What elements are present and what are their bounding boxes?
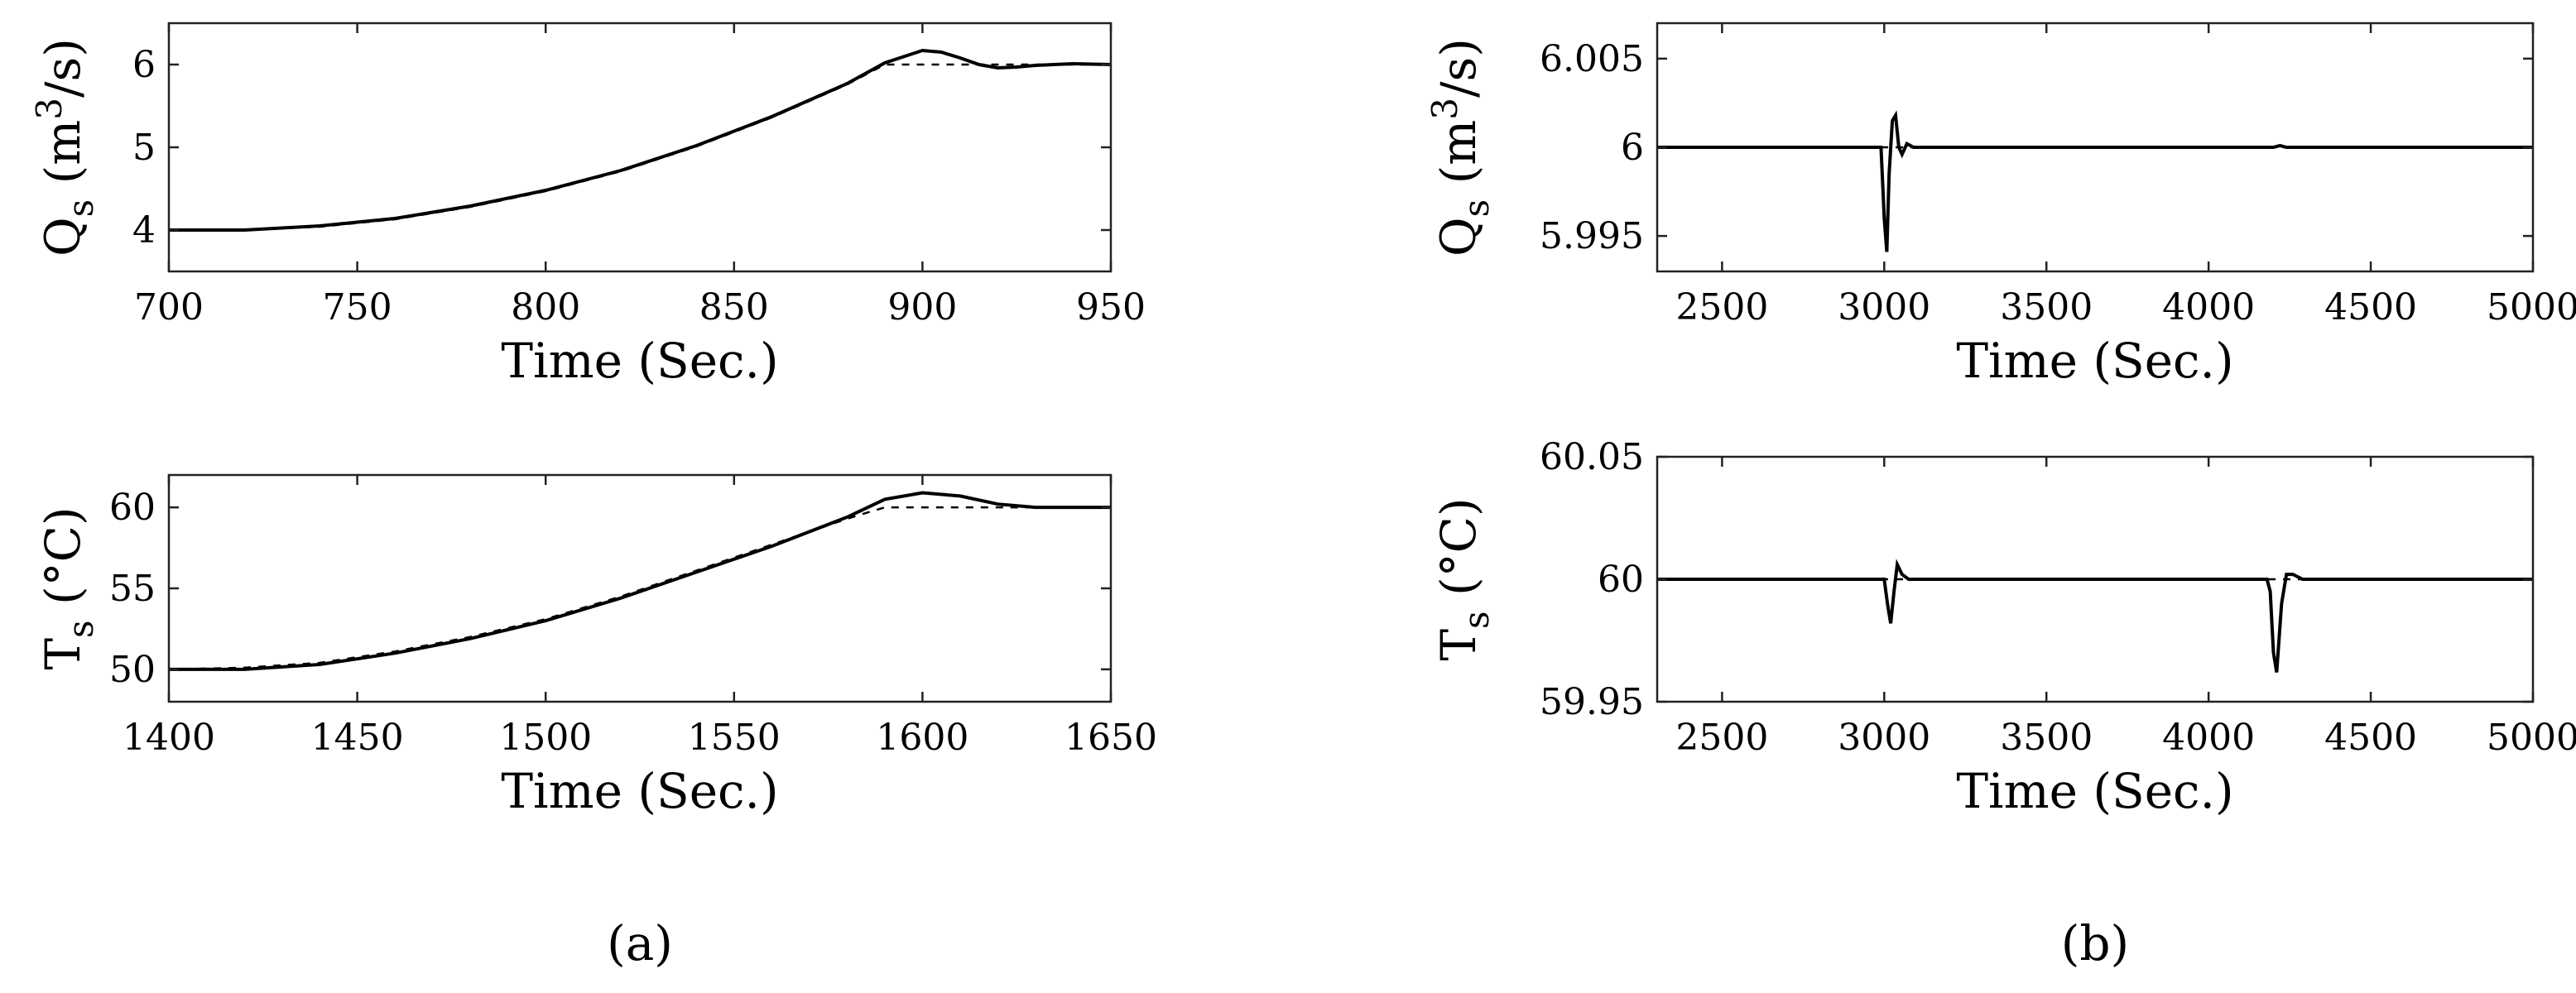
y-tick-label: 50: [109, 649, 156, 691]
reference-line-a1: [169, 63, 1111, 232]
x-tick-label: 4000: [2162, 286, 2255, 329]
x-tick-label: 900: [887, 286, 957, 329]
chart-a1: 700 750 800 850 900 950 4 5 6 Time (Sec.) Qs (m3/s…: [29, 22, 1146, 389]
x-tick-label: 1600: [876, 717, 968, 759]
x-axis-label: Time (Sec.): [501, 763, 778, 819]
y-tick-label: 6: [1621, 127, 1644, 169]
x-tick-label: 750: [323, 286, 392, 329]
x-tick-label: 3500: [2000, 286, 2093, 329]
x-tick-label: 800: [511, 286, 580, 329]
y-tick-label: 6.005: [1540, 38, 1644, 80]
y-tick-label: 59.95: [1540, 681, 1644, 723]
x-tick-label: 950: [1076, 286, 1146, 329]
x-tick-label: 4000: [2162, 717, 2255, 759]
chart-b2: 2500 3000 3500 4000 4500 5000 59.95 60 60.05 Time…: [1430, 436, 2576, 819]
response-line-a2: [169, 491, 1111, 671]
chart-a2: 1400 1450 1500 1550 1600 1650 50 55 60 Time (Sec.…: [35, 473, 1157, 819]
y-axis-label: Qs (m3/s): [29, 38, 101, 257]
y-tick-label: 60.05: [1540, 436, 1644, 478]
x-tick-label: 700: [134, 286, 204, 329]
chart-b1: 2500 3000 3500 4000 4500 5000 5.995 6 6.005 Time …: [1425, 22, 2576, 389]
response-line-b1: [1657, 110, 2533, 252]
x-axis-label: Time (Sec.): [1956, 333, 2233, 389]
x-tick-label: 5000: [2487, 717, 2576, 759]
x-tick-label: 2500: [1675, 286, 1768, 329]
x-tick-label: 1400: [123, 717, 215, 759]
y-axis-label: Ts (°C): [35, 506, 101, 669]
x-tick-label: 4500: [2324, 286, 2417, 329]
x-tick-label: 5000: [2487, 286, 2576, 329]
y-axis-label: Qs (m3/s): [1425, 38, 1497, 257]
panel-label-a: (a): [607, 915, 673, 971]
x-axis-label: Time (Sec.): [1956, 763, 2233, 819]
response-line-b2: [1657, 559, 2533, 673]
y-tick-label: 55: [109, 568, 156, 610]
y-tick-label: 4: [132, 209, 156, 252]
response-line-a1: [169, 48, 1112, 232]
y-tick-label: 60: [109, 487, 156, 529]
x-tick-label: 1450: [311, 717, 404, 759]
x-tick-label: 1550: [688, 717, 781, 759]
x-tick-label: 4500: [2324, 717, 2417, 759]
plot-frame: [167, 473, 1113, 703]
x-tick-label: 1650: [1065, 717, 1157, 759]
panel-label-b: (b): [2061, 915, 2129, 971]
y-tick-label: 5: [132, 127, 156, 169]
x-axis-label: Time (Sec.): [501, 333, 778, 389]
x-tick-label: 3500: [2000, 717, 2093, 759]
x-tick-label: 3000: [1838, 717, 1930, 759]
y-tick-label: 5.995: [1540, 215, 1644, 257]
x-tick-label: 2500: [1675, 717, 1768, 759]
reference-line-a2: [168, 506, 1111, 671]
y-tick-label: 6: [132, 44, 156, 86]
y-tick-label: 60: [1598, 559, 1644, 601]
x-tick-label: 1500: [499, 717, 592, 759]
y-axis-label: Ts (°C): [1430, 497, 1497, 660]
x-tick-label: 850: [699, 286, 769, 329]
x-tick-label: 3000: [1838, 286, 1930, 329]
